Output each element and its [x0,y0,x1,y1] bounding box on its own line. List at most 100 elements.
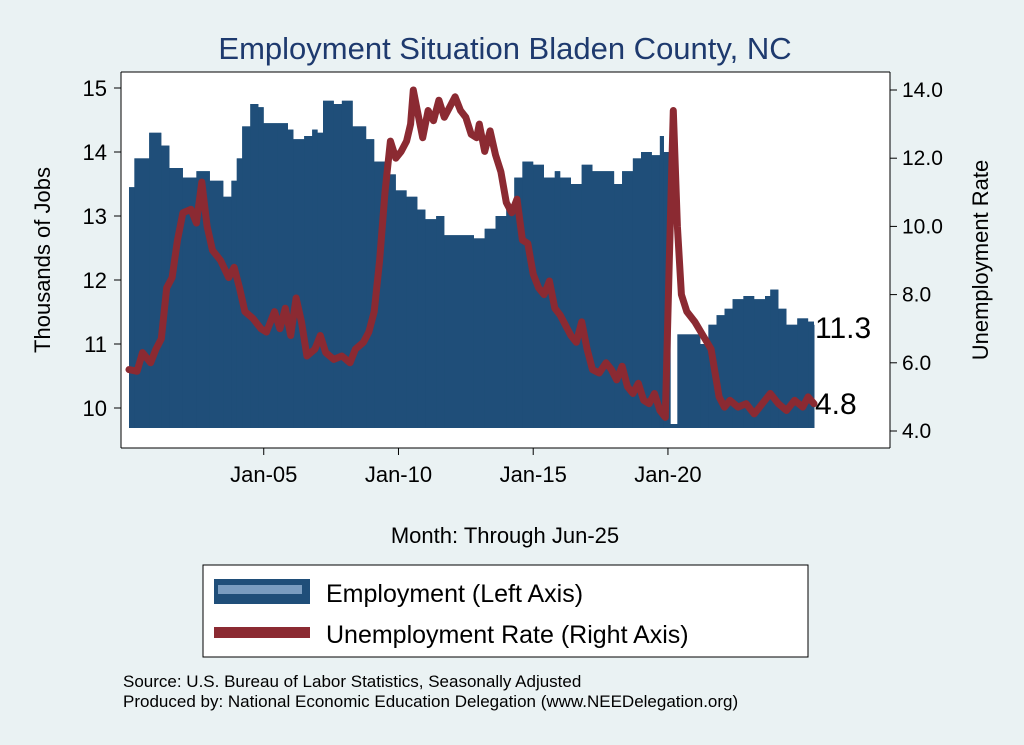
y-left-tick-label: 10 [83,396,107,421]
x-tick-label: Jan-20 [634,462,701,487]
employment-bar [223,196,232,428]
employment-bar [786,324,798,428]
y-left-tick-label: 12 [83,268,107,293]
employment-bar [129,187,135,428]
employment-bar [778,308,787,428]
employment-bar [797,318,809,428]
unemployment-end-label: 4.8 [815,388,857,421]
employment-bar [242,126,251,429]
y-right-tick-label: 10.0 [902,215,943,238]
employment-bar [460,235,474,428]
employment-bar [514,177,523,428]
legend: Employment (Left Axis) Unemployment Rate… [202,564,809,658]
employment-bar [770,289,779,428]
employment-bar [670,424,678,428]
x-tick-label: Jan-15 [500,462,567,487]
employment-bar [425,219,437,428]
employment-bar [258,107,264,428]
y-right-tick-label: 4.0 [902,420,931,443]
employment-bar [622,171,633,428]
employment-bar [592,171,606,428]
employment-bar [659,136,664,428]
employment-bar [484,228,496,428]
employment-bar [606,171,615,428]
employment-bar [754,299,765,428]
employment-bar [417,209,426,428]
employment-bar [250,104,259,428]
producer-note: Produced by: National Economic Education… [123,692,739,711]
employment-bar [366,139,375,428]
employment-bar [632,158,641,428]
legend-employment-swatch-highlight [218,585,302,594]
y-left-tick-label: 14 [83,140,107,165]
employment-bar [700,344,709,428]
employment-bar [304,136,313,428]
unemployment-series [125,86,818,421]
y-axis-label-right: Unemployment Rate [968,160,993,361]
employment-bar [323,100,334,429]
employment-bar [288,129,294,428]
y-right-tick-label: 6.0 [902,352,931,375]
y-right-tick-label: 8.0 [902,284,931,307]
y-right-tick-label: 14.0 [902,79,943,102]
chart-title: Employment Situation Bladen County, NC [218,31,791,66]
employment-bar [352,126,367,429]
employment-bar [716,315,725,428]
employment-bar [765,296,771,428]
employment-bar [317,132,323,429]
employment-bar [473,238,485,428]
employment-bar [263,123,278,428]
unemployment-line [125,86,818,421]
y-left-tick-label: 11 [84,332,107,357]
employment-bar [436,216,445,428]
employment-bar [495,216,507,428]
source-note: Source: U.S. Bureau of Labor Statistics,… [123,672,582,691]
axis-ticks: 10 11 12 13 14 15 4.0 6.0 8.0 10.0 12.0 14.0 Jan-05 J… [83,76,943,487]
employment-bar [182,177,197,428]
x-tick-label: Jan-05 [230,462,297,487]
employment-bar [333,104,342,428]
x-tick-label: Jan-10 [365,462,432,487]
employment-bar [277,123,288,428]
y-left-tick-label: 15 [83,76,107,101]
y-right-tick-label: 12.0 [902,147,943,170]
employment-bar [395,190,407,428]
x-axis-label: Month: Through Jun-25 [391,523,619,548]
employment-bar [149,132,162,429]
employment-bar [814,324,815,428]
employment-bar [169,168,183,428]
legend-unemployment-label: Unemployment Rate (Right Axis) [326,621,689,649]
employment-bar [385,174,396,428]
employment-bar [677,334,690,428]
employment-bar [341,100,353,429]
employment-bar [406,196,418,428]
employment-bar [293,139,305,428]
employment-end-label: 11.3 [815,312,871,345]
legend-employment-label: Employment (Left Axis) [326,580,583,608]
employment-bar [581,164,593,429]
employment-bar [134,158,143,428]
employment-bar [231,180,237,428]
employment-bar [808,321,814,428]
employment-bar [689,334,701,428]
y-left-tick-label: 13 [83,204,107,229]
employment-bar [732,299,744,428]
employment-bar [743,296,755,428]
employment-bar [570,184,582,428]
employment-bar [142,158,150,428]
legend-unemployment-swatch [214,627,310,638]
employment-bar [651,155,660,428]
employment-bar [560,177,571,428]
employment-bar [374,161,385,428]
employment-bar [641,152,652,428]
employment-bar [522,161,534,428]
employment-bar [533,164,544,429]
employment-bar [554,171,561,428]
y-axis-label-left: Thousands of Jobs [30,167,55,353]
employment-bar [724,308,733,428]
employment-bar [312,129,318,428]
employment-bar [444,235,461,428]
employment-bar [209,180,224,428]
employment-bar [544,177,555,428]
